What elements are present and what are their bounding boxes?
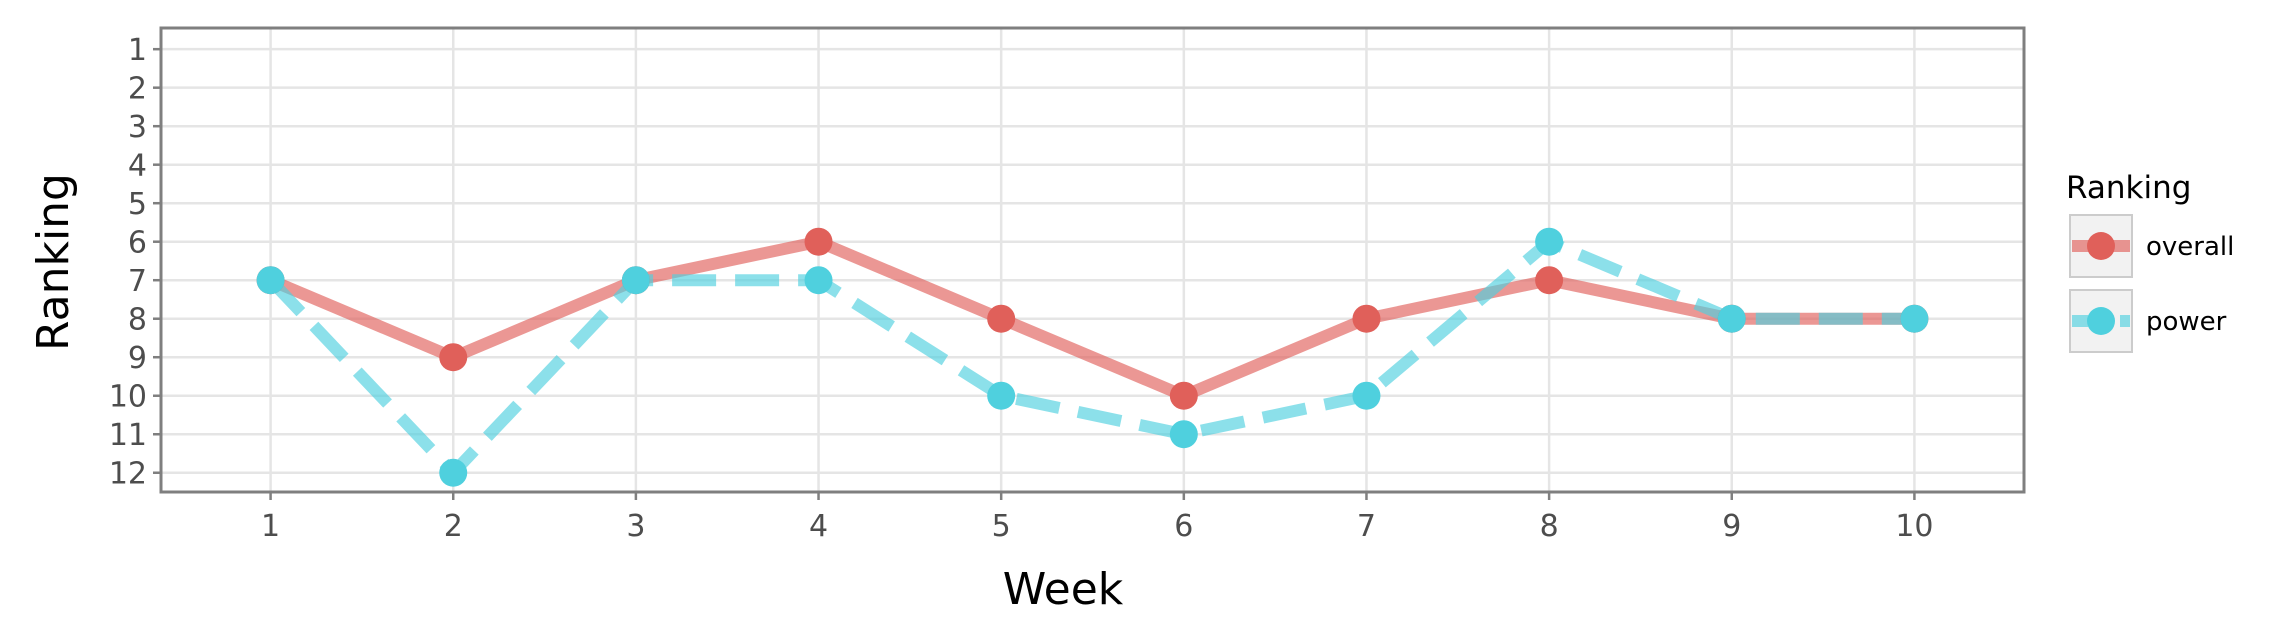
series-lines <box>266 235 1915 479</box>
y-tick-label: 12 <box>109 457 147 492</box>
data-point-overall <box>1352 304 1381 333</box>
x-tick-label: 8 <box>1540 509 1559 544</box>
y-tick-label: 4 <box>128 149 147 184</box>
data-point-power <box>1352 381 1381 410</box>
x-tick-label: 3 <box>626 509 645 544</box>
y-tick-label: 2 <box>128 72 147 107</box>
y-tick-label: 3 <box>128 110 147 145</box>
data-point-power <box>1900 304 1929 333</box>
series-line-power <box>266 235 1915 479</box>
data-points <box>256 227 1929 487</box>
data-point-power <box>1535 227 1564 256</box>
x-axis-title: Week <box>1003 564 1124 615</box>
data-point-power <box>1169 420 1198 449</box>
data-point-power <box>621 266 650 295</box>
data-point-power <box>804 266 833 295</box>
y-tick-label: 10 <box>109 380 147 415</box>
x-tick-label: 9 <box>1722 509 1741 544</box>
series-line-overall <box>268 235 1915 402</box>
y-tick-label: 8 <box>128 303 147 338</box>
x-tick-label: 5 <box>992 509 1011 544</box>
data-point-power <box>439 458 468 487</box>
panel-background <box>161 28 2024 492</box>
x-tick-label: 2 <box>444 509 463 544</box>
data-point-power <box>987 381 1016 410</box>
y-tick-label: 1 <box>128 33 147 68</box>
legend-item-power: power <box>2069 289 2227 353</box>
data-point-overall <box>987 304 1016 333</box>
legend-key-point <box>2087 232 2115 260</box>
legend-item-overall: overall <box>2069 214 2234 278</box>
legend-title: Ranking <box>2066 170 2191 206</box>
y-tick-label: 9 <box>128 341 147 376</box>
y-tick-label: 6 <box>128 226 147 261</box>
axis-ticks <box>153 47 1916 500</box>
y-tick-label: 5 <box>128 187 147 222</box>
panel-border <box>159 26 2026 494</box>
x-tick-label: 4 <box>809 509 828 544</box>
data-point-overall <box>1169 381 1198 410</box>
data-point-power <box>1717 304 1746 333</box>
y-axis-title: Ranking <box>28 173 79 351</box>
legend-items: overall power <box>2069 214 2234 353</box>
x-tick-label: 10 <box>1895 509 1933 544</box>
x-tick-label: 6 <box>1174 509 1193 544</box>
y-tick-label: 11 <box>109 418 147 453</box>
x-tick-label: 1 <box>261 509 280 544</box>
legend: Ranking overall power <box>2066 170 2234 353</box>
x-tick-label: 7 <box>1357 509 1376 544</box>
data-point-overall <box>804 227 833 256</box>
y-tick-label: 7 <box>128 264 147 299</box>
legend-label: overall <box>2146 232 2234 262</box>
data-point-overall <box>439 343 468 372</box>
legend-label: power <box>2146 307 2227 337</box>
grid-lines <box>161 28 2024 492</box>
data-point-overall <box>1535 266 1564 295</box>
data-point-power <box>256 266 285 295</box>
legend-key-point <box>2087 307 2115 335</box>
